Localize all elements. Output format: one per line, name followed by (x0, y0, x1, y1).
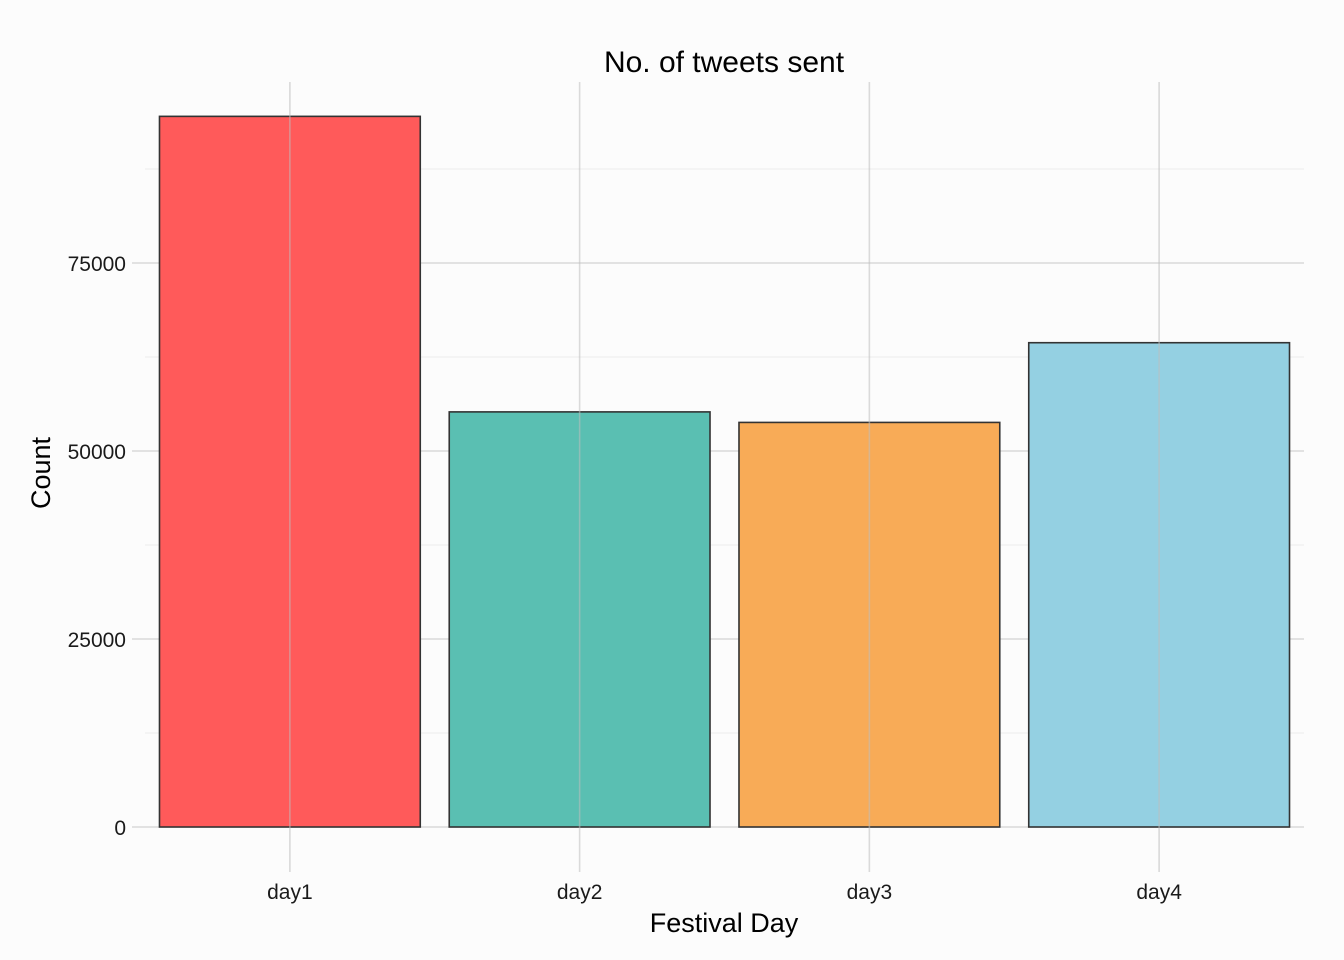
x-axis-label: Festival Day (650, 908, 799, 938)
x-tick-label: day3 (847, 881, 893, 904)
x-gridlines (289, 82, 1160, 872)
y-tick-label: 50000 (68, 441, 126, 464)
y-tick-label: 0 (114, 817, 126, 840)
x-tick-label: day4 (1136, 881, 1182, 904)
y-axis-label: Count (26, 436, 56, 509)
bars (158, 115, 1291, 828)
chart-title: No. of tweets sent (604, 46, 845, 79)
x-tick-label: day1 (267, 881, 313, 904)
y-tick-label: 75000 (68, 253, 126, 276)
x-tick-label: day2 (557, 881, 603, 904)
y-tick-label: 25000 (68, 629, 126, 652)
tick-labels: 0 25000 50000 75000 day1 day2 day3 day4 (68, 253, 1183, 904)
